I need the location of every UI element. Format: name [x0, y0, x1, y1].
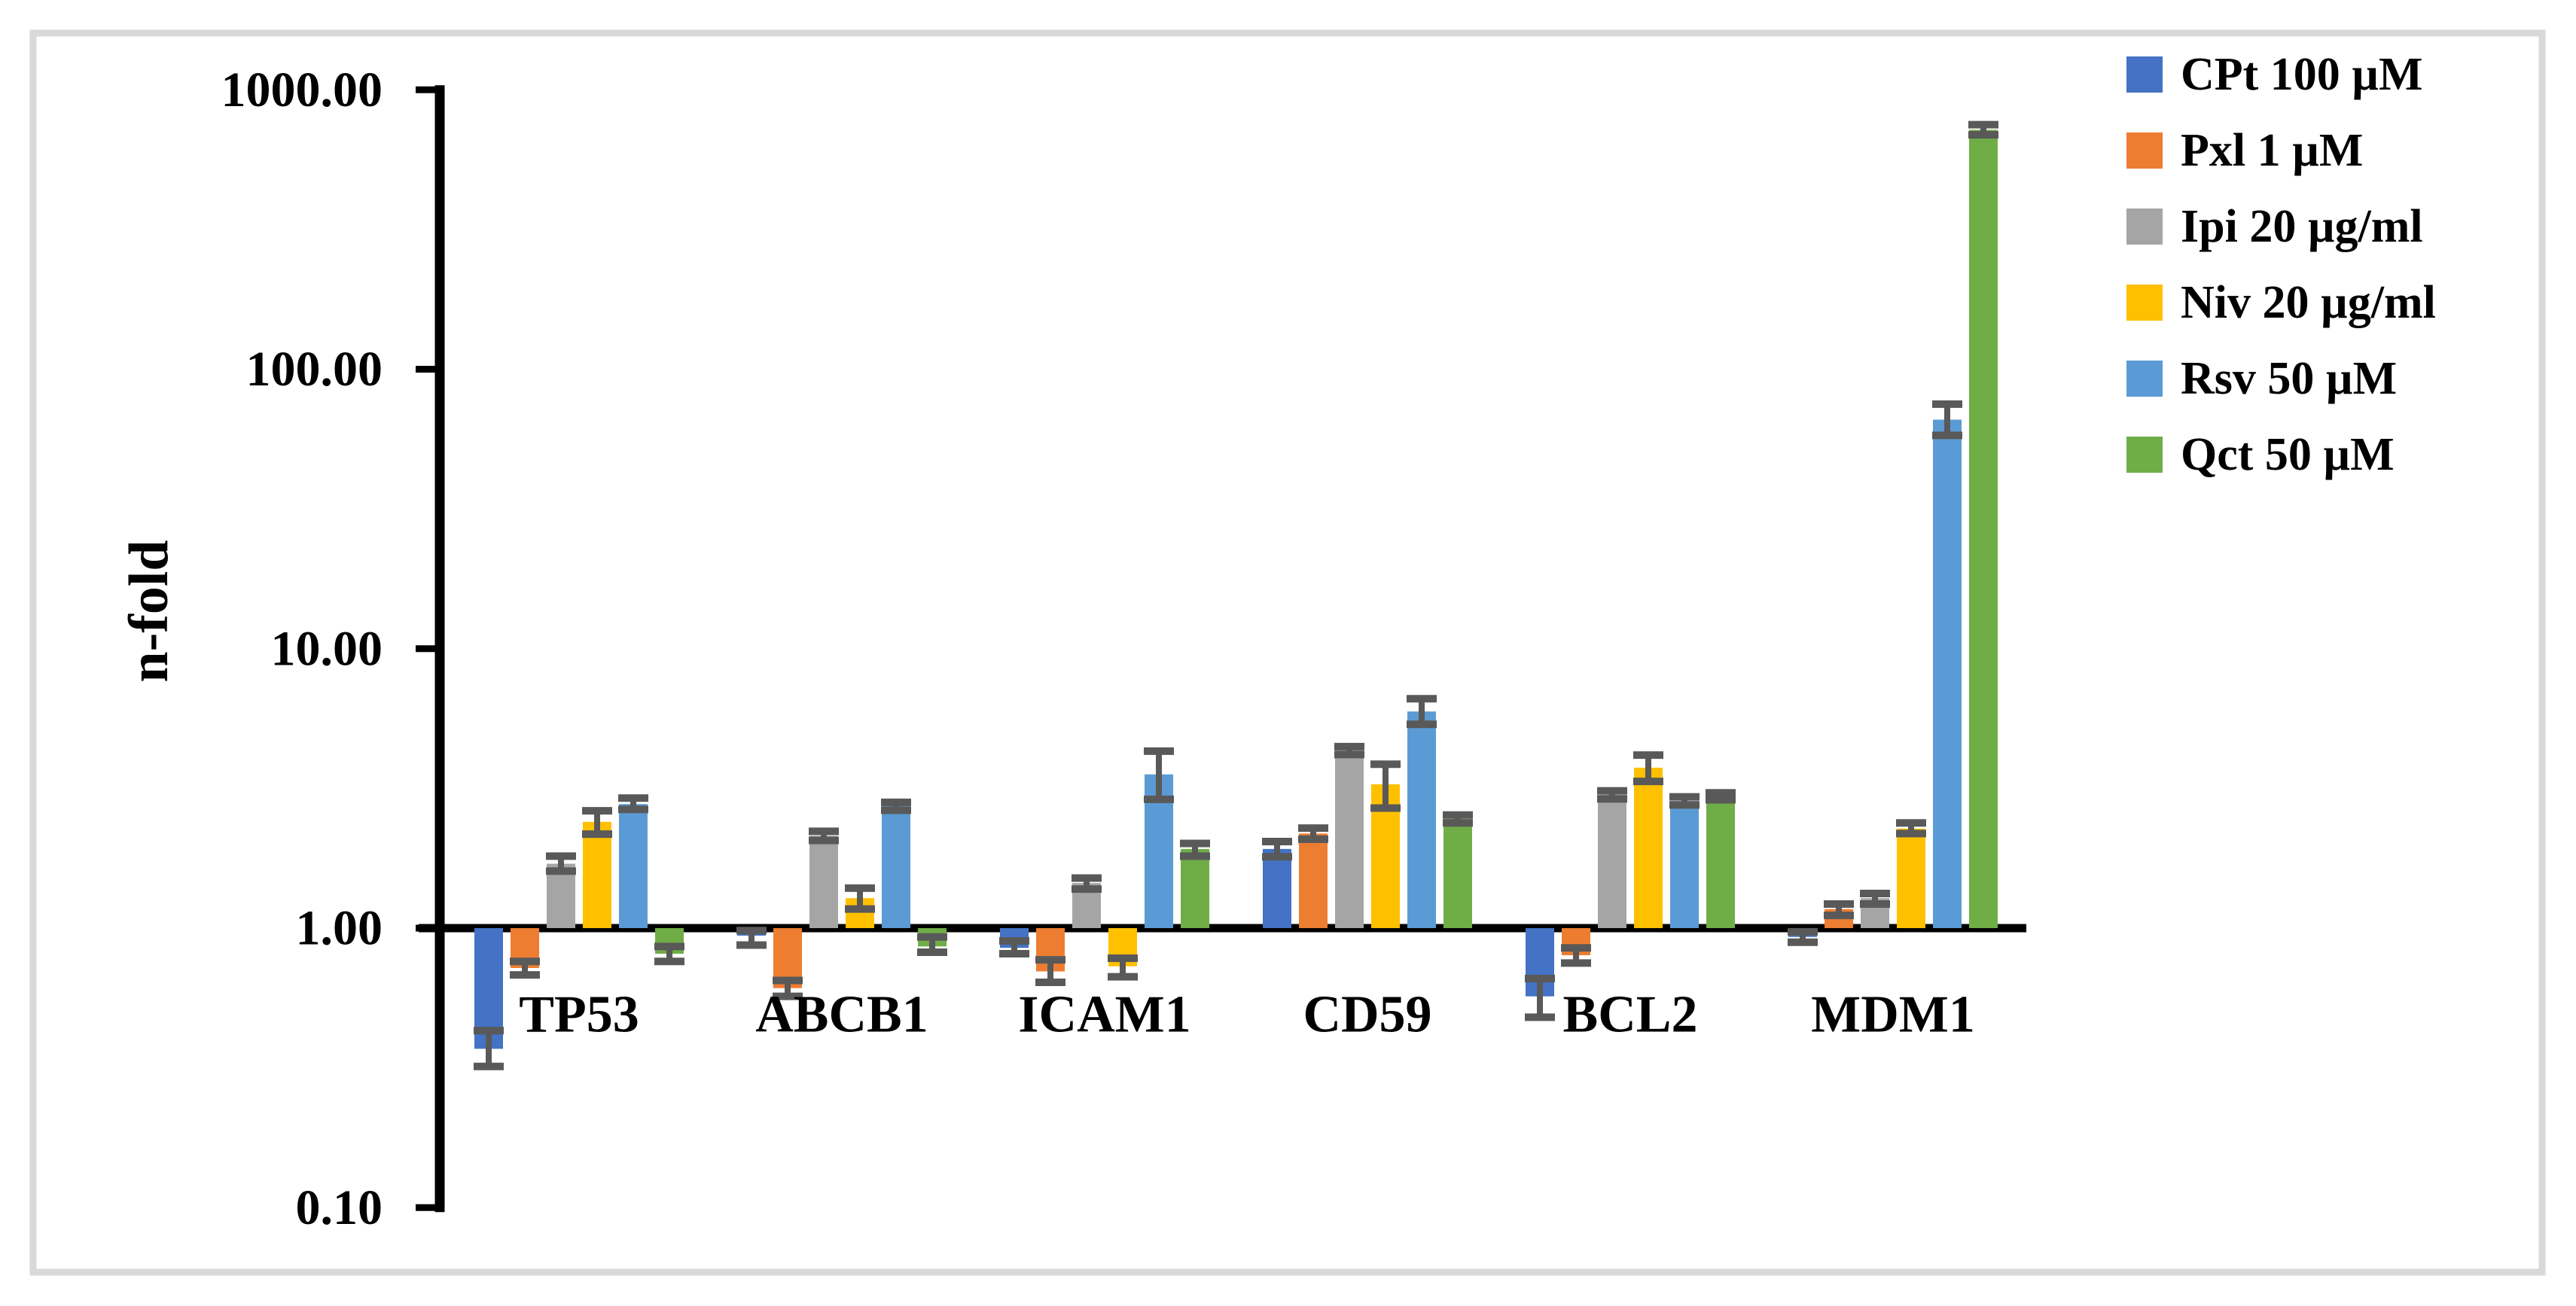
- category-label-mdm1: MDM1: [1811, 986, 1975, 1044]
- legend-swatch: [2126, 209, 2163, 245]
- bar-niv-bcl2: [1634, 767, 1663, 928]
- y-tick-label: 1000.00: [221, 62, 383, 117]
- y-tick-label: 100.00: [246, 342, 383, 397]
- bar-rsv-abcb1: [882, 805, 910, 928]
- bar-qct-cd59: [1443, 818, 1472, 928]
- legend-label: Rsv 50 µM: [2181, 353, 2397, 404]
- bar-rsv-cd59: [1407, 711, 1436, 928]
- y-tick-label: 10.00: [271, 621, 383, 676]
- legend-label: Niv 20 µg/ml: [2181, 277, 2436, 328]
- category-label-cd59: CD59: [1303, 986, 1431, 1044]
- bar-pxl-cd59: [1299, 833, 1328, 928]
- bar-niv-mdm1: [1897, 828, 1925, 928]
- category-label-icam1: ICAM1: [1018, 986, 1190, 1044]
- legend-swatch: [2126, 437, 2163, 473]
- legend-swatch: [2126, 361, 2163, 397]
- bar-qct-icam1: [1181, 848, 1209, 928]
- legend-label: CPt 100 µM: [2181, 49, 2423, 100]
- y-axis-title: n-fold: [118, 540, 180, 682]
- bar-rsv-tp53: [619, 804, 648, 928]
- y-tick-label: 1.00: [296, 901, 383, 956]
- legend-swatch: [2126, 132, 2163, 169]
- category-label-abcb1: ABCB1: [755, 986, 928, 1044]
- bar-qct-bcl2: [1706, 796, 1735, 928]
- bar-qct-mdm1: [1969, 129, 1998, 928]
- category-label-tp53: TP53: [519, 986, 639, 1044]
- legend-label: Pxl 1 µM: [2181, 125, 2363, 176]
- figure-border: [29, 29, 2546, 1276]
- bar-cpt-cd59: [1263, 848, 1291, 928]
- legend-swatch: [2126, 56, 2163, 93]
- y-tick-label: 0.10: [296, 1180, 383, 1235]
- category-label-bcl2: BCL2: [1563, 986, 1698, 1044]
- legend-label: Ipi 20 µg/ml: [2181, 201, 2423, 252]
- bar-rsv-bcl2: [1670, 801, 1699, 928]
- legend-label: Qct 50 µM: [2181, 429, 2395, 480]
- bar-ipi-bcl2: [1598, 794, 1626, 928]
- bar-rsv-mdm1: [1933, 419, 1962, 928]
- bar-niv-tp53: [583, 821, 611, 928]
- bar-ipi-abcb1: [809, 836, 838, 928]
- legend-swatch: [2126, 285, 2163, 321]
- bar-ipi-cd59: [1335, 750, 1364, 928]
